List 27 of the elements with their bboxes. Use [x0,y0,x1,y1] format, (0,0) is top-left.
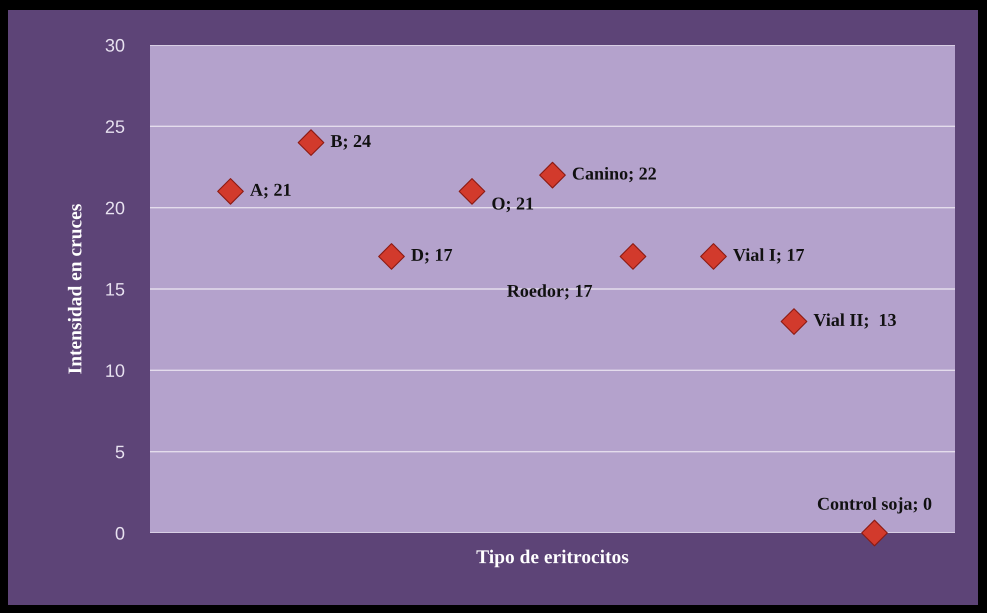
data-label: Control soja; 0 [818,497,932,514]
point [539,162,566,188]
y-tick-label: 20 [106,202,124,214]
point [217,178,244,205]
y-axis-title: Intensidad en cruces [68,204,82,374]
data-label: D; 17 [411,248,452,264]
y-tick-label: 0 [116,526,124,540]
point [378,243,405,270]
data-label: O; 21 [492,198,534,212]
y-tick-label: 15 [106,283,124,296]
point [298,129,324,156]
data-label: Vial II; 13 [814,313,896,329]
data-label: Canino; 22 [572,166,656,182]
x-axis-title: Tipo de eritrocitos [476,550,628,568]
data-label: Vial I; 17 [733,248,804,264]
y-tick-label: 10 [106,364,124,378]
point [861,520,888,546]
point [780,308,808,335]
point [458,178,486,205]
data-label: B; 24 [330,134,371,150]
y-tick-label: 5 [116,446,124,458]
point [700,243,727,270]
point [620,243,646,270]
y-tick-label: 25 [106,120,124,134]
y-tick-label: 30 [106,38,124,52]
data-label: Roedor; 17 [507,284,592,300]
data-label: A; 21 [250,184,291,199]
